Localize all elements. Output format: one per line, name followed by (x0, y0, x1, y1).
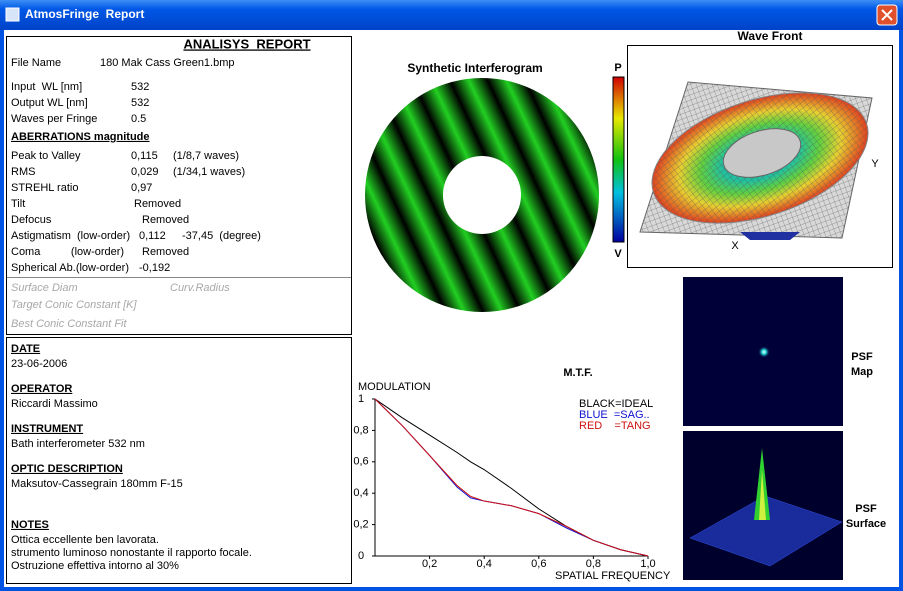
field-value: 532 (131, 97, 149, 109)
y-tick-label: 0,4 (353, 487, 368, 499)
close-button[interactable] (876, 4, 898, 26)
field-value: Removed (134, 198, 181, 210)
y-axis-label: MODULATION (358, 381, 431, 393)
info-line: Riccardi Massimo (11, 398, 98, 410)
info-line: Ottica eccellente ben lavorata. (11, 534, 159, 546)
field-label: Output WL [nm] (11, 97, 88, 109)
disabled-field: Target Conic Constant [K] (11, 299, 137, 311)
x-tick-label: 0,8 (586, 558, 601, 570)
info-line: 23-06-2006 (11, 358, 67, 370)
info-heading: NOTES (11, 519, 49, 531)
legend-entry: BLACK=IDEAL (579, 398, 653, 410)
field-value: 0.5 (131, 113, 146, 125)
interferogram-title: Synthetic Interferogram (407, 61, 542, 75)
y-tick-label: 0,8 (353, 424, 368, 436)
axis-y-label: Y (871, 158, 879, 170)
info-line: strumento luminoso nonostante il rapport… (11, 547, 252, 559)
psf-surface-plot (689, 448, 843, 567)
field-label: Spherical Ab.(low-order) (11, 262, 129, 274)
field-label: RMS (11, 166, 35, 178)
scale-top: P (614, 62, 621, 74)
chart-title: M.T.F. (563, 367, 592, 379)
field-value: 0,112 (139, 230, 166, 242)
title-bar (0, 0, 903, 30)
field-value: Removed (142, 214, 189, 226)
field-extra: (1/34,1 waves) (173, 166, 245, 178)
info-heading: OPTIC DESCRIPTION (11, 463, 123, 475)
field-label: Defocus (11, 214, 52, 226)
field-label: File Name (11, 57, 61, 69)
field-value: -0,192 (139, 262, 170, 274)
info-heading: DATE (11, 343, 40, 355)
field-label: Input WL [nm] (11, 81, 82, 93)
psf-label: Surface (846, 518, 886, 530)
disabled-field: Best Conic Constant Fit (11, 318, 127, 330)
color-scale (612, 76, 625, 243)
x-tick-label: 0,2 (422, 558, 437, 570)
field-label: Coma (low-order) (11, 246, 124, 258)
x-axis-label: SPATIAL FREQUENCY (555, 570, 671, 582)
info-heading: INSTRUMENT (11, 423, 83, 435)
y-tick-label: 1 (358, 393, 364, 405)
field-value: 180 Mak Cass Green1.bmp (100, 57, 235, 69)
x-tick-label: 0,4 (477, 558, 492, 570)
disabled-field: Surface Diam (11, 282, 78, 294)
app-icon (5, 7, 20, 22)
axis-x-label: X (731, 240, 739, 252)
info-line: Maksutov-Cassegrain 180mm F-15 (11, 478, 183, 490)
psf-label: PSF (851, 351, 873, 363)
x-tick-label: 1,0 (640, 558, 655, 570)
field-label: Tilt (11, 198, 25, 210)
section-title: ABERRATIONS magnitude (11, 131, 150, 143)
info-heading: OPERATOR (11, 383, 72, 395)
field-extra: (1/8,7 waves) (173, 150, 239, 162)
y-tick-label: 0,6 (353, 456, 368, 468)
window-title: AtmosFringe Report (25, 7, 144, 21)
psf-label: Map (851, 366, 873, 378)
x-tick-label: 0,6 (531, 558, 546, 570)
psf-spot (758, 346, 770, 358)
field-value: 0,115 (131, 150, 158, 162)
wavefront-title: Wave Front (738, 29, 803, 43)
field-label: Waves per Fringe (11, 113, 97, 125)
field-label: STREHL ratio (11, 182, 78, 194)
interferogram (365, 78, 600, 312)
psf-label: PSF (855, 503, 877, 515)
report-title: ANALISYS REPORT (183, 36, 310, 51)
report-box (6, 36, 352, 335)
info-box (6, 337, 352, 584)
field-value: 532 (131, 81, 149, 93)
field-label: Peak to Valley (11, 150, 81, 162)
field-extra: -37,45 (degree) (182, 230, 261, 242)
field-value: 0,97 (131, 182, 152, 194)
scale-bottom: V (614, 248, 622, 260)
disabled-field: Curv.Radius (170, 282, 230, 294)
mtf-line (374, 398, 649, 557)
info-line: Ostruzione effettiva intorno al 30% (11, 560, 179, 572)
field-value: Removed (142, 246, 189, 258)
legend-entry: BLUE =SAG.. (579, 409, 650, 421)
legend-entry: RED =TANG (579, 420, 651, 432)
y-tick-label: 0 (358, 550, 364, 562)
info-line: Bath interferometer 532 nm (11, 438, 145, 450)
wavefront-surface (639, 81, 873, 240)
y-tick-label: 0,2 (353, 519, 368, 531)
field-label: Astigmatism (low-order) (11, 230, 130, 242)
field-value: 0,029 (131, 166, 159, 178)
